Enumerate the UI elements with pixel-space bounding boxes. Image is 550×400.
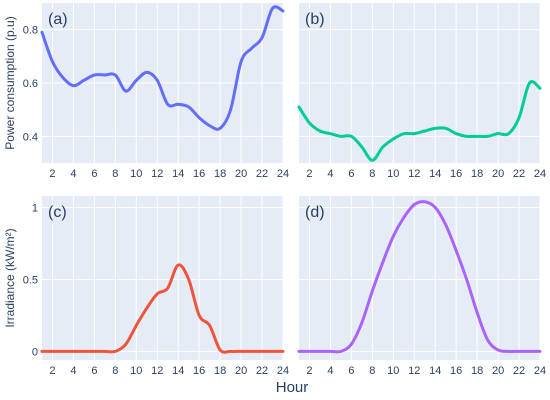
- x-tick-label: 20: [235, 168, 247, 180]
- x-tick-label: 6: [348, 168, 354, 180]
- y-tick-label: 1: [32, 203, 38, 215]
- x-tick-label: 4: [70, 168, 76, 180]
- x-tick-label: 16: [193, 168, 205, 180]
- x-tick-label: 24: [277, 365, 289, 377]
- x-tick-label: 2: [49, 365, 55, 377]
- x-tick-label: 4: [327, 168, 333, 180]
- x-tick-label: 22: [513, 168, 525, 180]
- x-tick-label: 10: [387, 365, 399, 377]
- series-line: [40, 263, 285, 354]
- x-tick-label: 10: [130, 168, 142, 180]
- x-tick-label: 12: [408, 168, 420, 180]
- panel-label: (d): [305, 204, 325, 221]
- x-tick-label: 12: [151, 168, 163, 180]
- x-tick-label: 2: [306, 168, 312, 180]
- y-tick-label: 0.5: [23, 274, 38, 286]
- x-tick-label: 18: [471, 365, 483, 377]
- y-axis-title: Irradiance (kW/m²): [3, 228, 17, 327]
- x-tick-label: 24: [277, 168, 289, 180]
- x-tick-label: 6: [91, 168, 97, 180]
- y-tick-label: 0.8: [23, 25, 38, 37]
- plot-area: [299, 196, 540, 360]
- series-line: [40, 5, 285, 131]
- x-tick-label: 4: [327, 365, 333, 377]
- x-tick-label: 20: [492, 365, 504, 377]
- x-tick-label: 22: [513, 365, 525, 377]
- x-tick-label: 10: [387, 168, 399, 180]
- x-tick-label: 10: [130, 365, 142, 377]
- panel-label: (b): [305, 11, 325, 28]
- x-tick-label: 6: [91, 365, 97, 377]
- x-tick-label: 14: [429, 168, 441, 180]
- x-tick-label: 22: [256, 168, 268, 180]
- x-tick-label: 2: [49, 168, 55, 180]
- x-tick-label: 8: [369, 168, 375, 180]
- y-axis-title: Power consumption (p.u): [3, 16, 17, 149]
- x-tick-label: 14: [429, 365, 441, 377]
- x-tick-label: 24: [534, 168, 546, 180]
- y-tick-label: 0: [32, 346, 38, 358]
- x-tick-label: 18: [214, 365, 226, 377]
- series-line: [297, 200, 542, 354]
- x-tick-label: 22: [256, 365, 268, 377]
- panel-3: 2 4 6 8 10 12 14 16 18 20 22 24(d): [297, 196, 546, 377]
- x-tick-label: 6: [348, 365, 354, 377]
- x-tick-label: 16: [450, 365, 462, 377]
- x-tick-label: 14: [172, 168, 184, 180]
- x-tick-label: 18: [214, 168, 226, 180]
- x-tick-label: 20: [492, 168, 504, 180]
- x-tick-label: 18: [471, 168, 483, 180]
- x-tick-label: 4: [70, 365, 76, 377]
- x-tick-label: 16: [193, 365, 205, 377]
- x-tick-label: 12: [408, 365, 420, 377]
- x-tick-label: 8: [112, 168, 118, 180]
- x-tick-label: 24: [534, 365, 546, 377]
- series-line: [297, 80, 542, 162]
- x-tick-label: 14: [172, 365, 184, 377]
- x-tick-label: 12: [151, 365, 163, 377]
- figure-x-axis-title: Hour: [276, 379, 309, 396]
- y-tick-label: 0.6: [23, 78, 38, 90]
- y-tick-label: 0.4: [23, 131, 38, 143]
- panel-label: (c): [48, 204, 67, 221]
- x-tick-label: 2: [306, 365, 312, 377]
- x-tick-label: 20: [235, 365, 247, 377]
- plot-area: [42, 196, 283, 360]
- x-tick-label: 8: [112, 365, 118, 377]
- panel-label: (a): [48, 11, 68, 28]
- panel-1: 2 4 6 8 10 12 14 16 18 20 22 24(b): [297, 3, 546, 180]
- x-tick-label: 16: [450, 168, 462, 180]
- x-tick-label: 8: [369, 365, 375, 377]
